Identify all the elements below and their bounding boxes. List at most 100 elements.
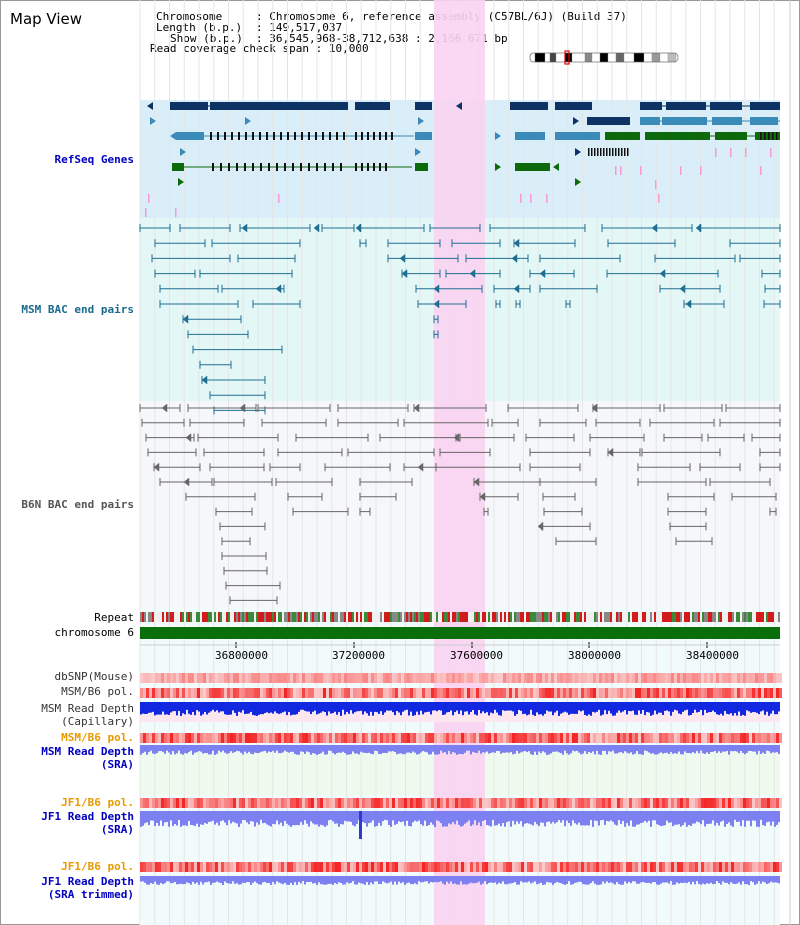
msm-pol-heat-cell [167,688,170,698]
jf1-pol-heat-cell [176,798,179,808]
jf1-pol-heat-cell [335,798,338,808]
jf1-sra-depth-bar [152,811,154,821]
repeat-block [354,612,356,622]
jf1-sra-depth-bar [280,811,282,823]
jf1-sra-depth-bar [404,811,406,826]
ruler-tick-label: 37600000 [450,649,503,662]
jf1-sra-depth-bar [314,811,316,825]
msm-cap-depth-bar [288,702,290,713]
jf1-sra-depth-bar [372,811,374,821]
msm-cap-depth-bar [606,702,608,715]
jf1-trim-depth-bar [386,876,388,884]
dbsnp-heat-cell [710,673,713,683]
msm-pol-heat-cell [266,688,269,698]
msm-pol2-heat-cell [329,733,332,743]
jf1-trim-depth-bar [316,876,318,885]
dbsnp-heat-cell [461,673,464,683]
dbsnp-heat-cell [320,673,323,683]
repeat-block [452,612,454,622]
jf1-pol-heat-cell [227,798,230,808]
msm-cap-depth-bar [326,702,328,716]
jf1-trim-depth-bar [546,876,548,883]
msm-sra-depth-bar [498,745,500,752]
msm-sra-depth-bar [174,745,176,755]
msm-pol2-heat-cell [290,733,293,743]
msm-pol-heat-cell [713,688,716,698]
repeat-block [246,612,248,622]
jf1-pol-heat-cell [755,798,758,808]
jf1-sra-depth-bar [606,811,608,821]
repeat-block [542,612,544,622]
repeat-block [586,612,588,622]
jf1-pol2-heat-cell [569,862,572,872]
msm-pol-heat-cell [779,688,782,698]
jf1-sra-depth-bar [250,811,252,822]
jf1-pol-heat-cell [608,798,611,808]
jf1-pol-heat-cell [629,798,632,808]
jf1-sra-depth-bar [430,811,432,823]
jf1-trim-depth-bar [150,876,152,884]
repeat-block [378,612,380,622]
track-label-msm-bac[interactable]: MSM BAC end pairs [21,303,134,316]
repeat-block [220,612,222,622]
jf1-trim-depth-bar [530,876,532,884]
msm-pol2-heat-cell [674,733,677,743]
jf1-pol2-heat-cell [515,862,518,872]
jf1-sra-depth-bar [316,811,318,825]
jf1-pol2-heat-cell [185,862,188,872]
jf1-pol2-heat-cell [461,862,464,872]
msm-cap-depth-bar [160,702,162,715]
msm-cap-depth-bar [712,702,714,711]
jf1-pol2-heat-cell [707,862,710,872]
msm-cap-depth-bar [352,702,354,714]
msm-cap-depth-bar [252,702,254,715]
msm-pol-heat-cell [521,688,524,698]
dbsnp-heat-cell [686,673,689,683]
jf1-sra-depth-bar [734,811,736,820]
msm-cap-depth-bar [582,702,584,711]
jf1-sra-depth-bar [288,811,290,826]
jf1-trim-depth-bar [400,876,402,884]
msm-sra-depth-bar [504,745,506,753]
repeat-block [700,612,702,622]
jf1-pol-heat-cell [467,798,470,808]
track-label-refseq[interactable]: RefSeq Genes [54,153,134,166]
jf1-sra-depth-bar [336,811,338,824]
msm-pol2-heat-cell [482,733,485,743]
repeat-block [760,612,762,622]
msm-sra-depth-bar [166,745,168,751]
repeat-block [426,612,428,622]
jf1-sra-depth-bar [698,811,700,823]
repeat-block [350,612,352,622]
msm-cap-depth-bar [442,702,444,715]
jf1-pol2-heat-cell [659,862,662,872]
jf1-pol-heat-cell [419,798,422,808]
msm-sra-depth-bar [260,745,262,752]
repeat-block [450,612,452,622]
jf1-pol-heat-cell [656,798,659,808]
msm-cap-depth-bar [286,702,288,716]
msm-cap-depth-bar [330,702,332,714]
jf1-sra-depth-bar [680,811,682,827]
msm-pol2-heat-cell [314,733,317,743]
track-label-b6n-bac[interactable]: B6N BAC end pairs [21,498,134,511]
jf1-pol-heat-cell [254,798,257,808]
repeat-block [636,612,638,622]
jf1-sra-depth-bar [458,811,460,825]
jf1-pol2-heat-cell [344,862,347,872]
jf1-pol-heat-cell [434,798,437,808]
jf1-pol-heat-cell [731,798,734,808]
jf1-trim-depth-bar [412,876,414,885]
jf1-pol-heat-cell [734,798,737,808]
refseq-marker [615,166,617,175]
jf1-sra-depth-bar [266,811,268,825]
msm-cap-depth-bar [514,702,516,716]
msm-pol2-heat-cell [725,733,728,743]
msm-sra-depth-bar [346,745,348,755]
msm-pol2-heat-cell [461,733,464,743]
jf1-sra-depth-bar [264,811,266,823]
jf1-pol2-heat-cell [500,862,503,872]
msm-pol2-heat-cell [575,733,578,743]
msm-pol-heat-cell [236,688,239,698]
